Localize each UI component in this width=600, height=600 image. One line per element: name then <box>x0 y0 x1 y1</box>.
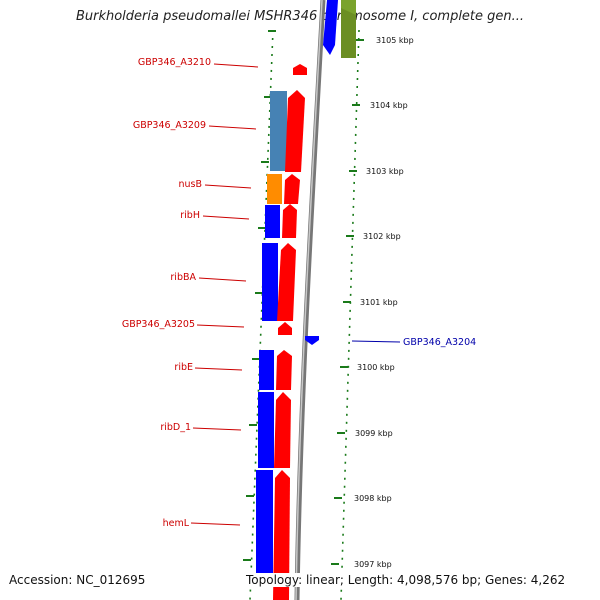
gene-arrow-gbp346-a3205[interactable] <box>278 322 292 335</box>
right-tick-track <box>340 29 360 600</box>
gene-block-nusb-orange[interactable] <box>267 174 282 204</box>
gene-arrow-gbp346-a3210[interactable] <box>293 64 307 75</box>
gene-arrow-heml[interactable] <box>273 470 290 600</box>
left-major-ticks <box>243 30 276 561</box>
gene-block-gbp346-a3209-blue[interactable] <box>270 91 287 171</box>
gene-block-ribe-blue[interactable] <box>259 350 274 390</box>
scale-label: 3103 kbp <box>366 167 404 176</box>
gene-label-heml[interactable]: hemL <box>163 518 190 529</box>
gene-label-nusb[interactable]: nusB <box>178 179 202 190</box>
scale-label: 3099 kbp <box>355 429 393 438</box>
accession-text: Accession: NC_012695 <box>9 573 146 587</box>
gene-label-ribd1[interactable]: ribD_1 <box>160 422 191 433</box>
scale-label: 3105 kbp <box>376 36 414 45</box>
gene-labels: GBP346_A3210 GBP346_A3209 nusB ribH ribB… <box>122 57 476 529</box>
chromosome-backbone-highlight <box>295 0 323 600</box>
gene-label-gbp346-a3205[interactable]: GBP346_A3205 <box>122 319 195 330</box>
gene-label-ribe[interactable]: ribE <box>174 362 193 373</box>
scale-label: 3098 kbp <box>354 494 392 503</box>
gene-arrow-gbp346-a3209[interactable] <box>285 90 305 172</box>
scale-label: 3102 kbp <box>363 232 401 241</box>
right-major-ticks <box>331 39 364 565</box>
gene-block-top-blue[interactable] <box>323 0 338 55</box>
gene-label-ribh[interactable]: ribH <box>180 210 200 221</box>
gene-label-ribba[interactable]: ribBA <box>170 272 196 283</box>
gene-block-top-green[interactable] <box>341 0 356 58</box>
gene-arrow-nusb[interactable] <box>284 174 300 204</box>
chromosome-backbone <box>294 0 326 600</box>
gene-label-gbp346-a3210[interactable]: GBP346_A3210 <box>138 57 211 68</box>
gene-arrow-ribh[interactable] <box>282 204 297 238</box>
gene-block-heml-blue[interactable] <box>256 470 273 582</box>
scale-label: 3100 kbp <box>357 363 395 372</box>
gene-arrow-ribba[interactable] <box>277 243 296 321</box>
gene-block-ribh-blue[interactable] <box>265 205 280 238</box>
genome-summary-text: Topology: linear; Length: 4,098,576 bp; … <box>244 573 568 587</box>
scale-label: 3097 kbp <box>354 560 392 569</box>
scale-labels: 3105 kbp 3104 kbp 3103 kbp 3102 kbp 3101… <box>354 36 414 569</box>
scale-label: 3104 kbp <box>370 101 408 110</box>
gene-block-top-green-arrow <box>341 0 356 15</box>
gene-block-ribba-blue[interactable] <box>262 243 278 321</box>
label-leader-lines <box>190 63 401 526</box>
gene-arrow-ribe[interactable] <box>276 350 292 390</box>
gene-arrow-ribd1[interactable] <box>274 392 291 468</box>
gene-label-gbp346-a3204[interactable]: GBP346_A3204 <box>403 337 476 348</box>
gene-label-gbp346-a3209[interactable]: GBP346_A3209 <box>133 120 206 131</box>
map-title: Burkholderia pseudomallei MSHR346 chromo… <box>75 9 525 24</box>
gene-arrow-gbp346-a3204[interactable] <box>305 336 319 345</box>
scale-label: 3101 kbp <box>360 298 398 307</box>
gene-block-ribd1-blue[interactable] <box>258 392 274 468</box>
